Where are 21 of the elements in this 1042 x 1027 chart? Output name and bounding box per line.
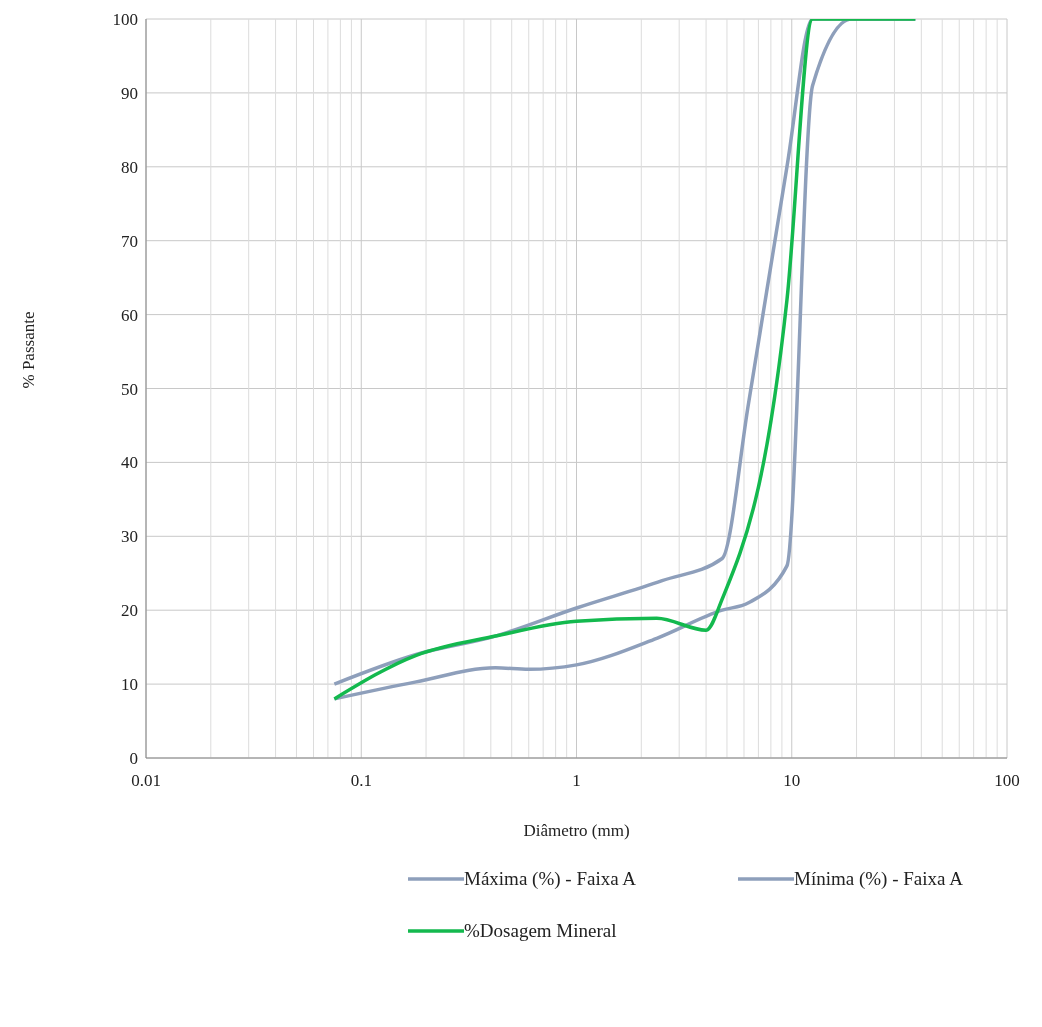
y-tick-label: 0 [129,749,138,769]
y-tick-label: 30 [121,527,138,547]
x-tick-label: 0.01 [131,771,161,791]
y-tick-label: 90 [121,83,138,103]
y-tick-label: 50 [121,379,138,399]
y-tick-label: 70 [121,231,138,251]
legend-label: %Dosagem Mineral [464,920,617,942]
y-tick-label: 40 [121,453,138,473]
x-axis-title: Diâmetro (mm) [523,821,630,840]
x-tick-label: 10 [783,771,801,791]
x-tick-label: 100 [994,771,1020,791]
x-tick-label: 1 [572,771,581,791]
x-tick-label: 0.1 [350,771,372,791]
legend-label: Mínima (%) - Faixa A [794,868,963,890]
y-tick-label: 20 [121,601,138,621]
y-tick-label: 80 [121,157,138,177]
y-axis-title: % Passante [19,311,39,389]
y-tick-label: 10 [121,675,138,695]
y-tick-label: 100 [112,10,138,30]
legend-label: Máxima (%) - Faixa A [464,868,637,890]
y-tick-label: 60 [121,305,138,325]
